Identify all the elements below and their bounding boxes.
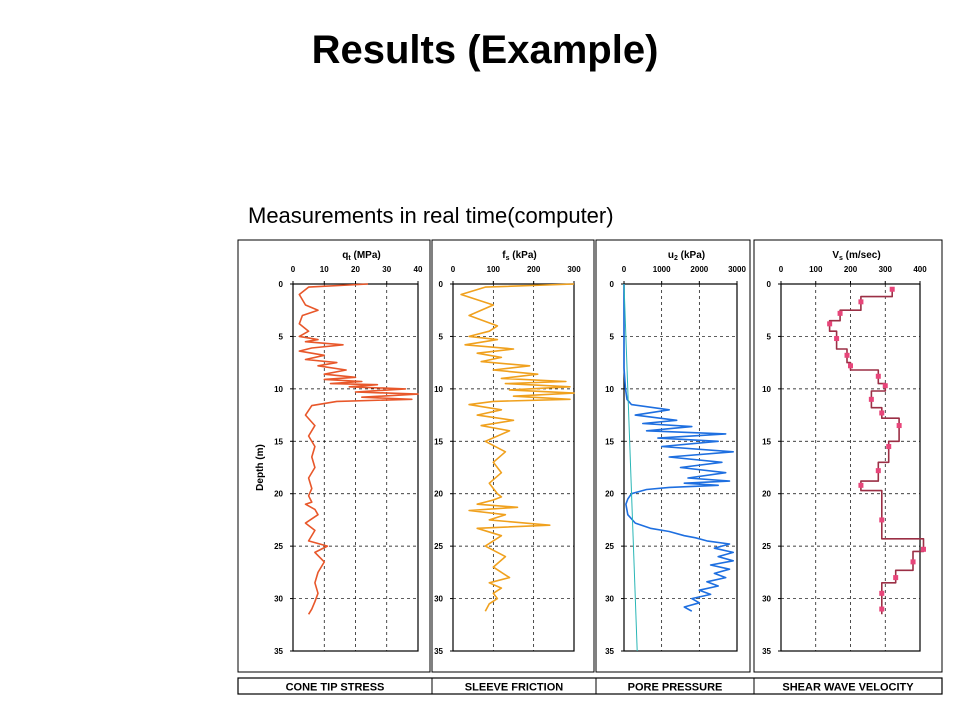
series-marker [879,410,885,416]
series-line-u2 [623,284,734,612]
slide-title: Results (Example) [311,28,659,72]
chart-panel-2: 0 100 200 300 0 5 10 15 20 25 30 35 fs (kPa) [434,250,581,656]
x-tick-label: 400 [913,265,927,274]
y-tick-label: 20 [274,490,283,499]
series-marker [848,363,853,369]
x-axis-title: Vs (m/sec) [832,250,880,262]
footer-label: CONE TIP STRESS [286,682,385,694]
series-marker [834,336,840,342]
y-tick-label: 20 [762,490,771,499]
footer-bar [237,677,943,695]
panel-frame-2 [431,239,595,673]
series-line-u0 [623,283,638,652]
y-tick-label: 25 [762,542,771,551]
y-axis-label: Depth (m) [255,444,266,491]
x-tick-label: 30 [382,265,391,274]
x-tick-label: 0 [291,265,296,274]
y-tick-label: 25 [274,542,283,551]
y-tick-label: 10 [762,385,771,394]
x-tick-label: 100 [809,265,823,274]
x-tick-label: 2000 [690,265,708,274]
series-marker [858,299,864,305]
y-tick-label: 25 [434,542,443,551]
y-tick-label: 5 [610,332,615,341]
series-marker [879,590,885,596]
footer-label: SHEAR WAVE VELOCITY [782,682,914,694]
y-tick-label: 0 [279,280,284,289]
x-tick-label: 100 [487,265,501,274]
x-tick-label: 40 [414,265,423,274]
y-tick-label: 0 [610,280,615,289]
panel-frame-1 [237,239,431,673]
series-marker [889,286,895,292]
x-tick-label: 0 [451,265,456,274]
series-marker [910,559,916,565]
x-tick-label: 10 [320,265,329,274]
x-tick-label: 20 [351,265,360,274]
plot-area [452,283,575,652]
y-tick-label: 20 [434,490,443,499]
x-axis-title: qt (MPa) [342,250,380,262]
series-marker [920,546,926,552]
series-marker [886,444,892,450]
x-tick-label: 0 [779,265,784,274]
series-marker [844,352,850,358]
series-marker [875,468,881,474]
y-tick-label: 30 [274,595,283,604]
chart-panel-3: 0 1000 2000 3000 0 5 10 15 20 25 30 35 u2 (kPa) [605,250,746,656]
x-tick-label: 3000 [728,265,746,274]
plot-area [623,283,738,652]
series-marker [868,396,874,402]
series-marker [827,321,833,327]
chart-panel-4: 0 100 200 300 400 0 5 10 15 20 25 30 35 Vs (m/sec) [762,250,927,656]
y-tick-label: 15 [605,437,614,446]
series-marker [882,383,888,389]
y-tick-label: 35 [762,647,771,656]
x-tick-label: 0 [622,265,627,274]
footer-label: PORE PRESSURE [628,682,723,694]
y-tick-label: 30 [434,595,443,604]
slide-subtitle: Measurements in real time(computer) [248,203,614,228]
panel-frame-3 [595,239,751,673]
y-tick-label: 10 [274,385,283,394]
y-tick-label: 10 [605,385,614,394]
y-tick-label: 15 [434,437,443,446]
y-tick-label: 15 [274,437,283,446]
series-marker [875,373,881,379]
series-line-qt [298,283,419,615]
y-tick-label: 35 [434,647,443,656]
y-tick-label: 0 [767,280,772,289]
y-tick-label: 5 [279,332,284,341]
y-tick-label: 35 [274,647,283,656]
series-marker [879,606,885,612]
chart-panel-1: 0 10 20 30 40 0 5 10 15 20 25 30 35 qt (MPa) Depth (m) [255,250,423,656]
y-tick-label: 25 [605,542,614,551]
series-marker [837,310,843,316]
series-marker [893,575,899,581]
y-tick-label: 5 [767,332,772,341]
x-tick-label: 300 [567,265,581,274]
y-tick-label: 20 [605,490,614,499]
x-tick-label: 200 [844,265,858,274]
y-tick-label: 0 [439,280,444,289]
series-line-fs [460,283,575,612]
x-axis-title: fs (kPa) [502,250,536,262]
y-tick-label: 5 [439,332,444,341]
y-tick-label: 35 [605,647,614,656]
series-line-vs_line [828,289,925,615]
x-tick-label: 200 [527,265,541,274]
series-marker [896,423,902,429]
y-tick-label: 30 [762,595,771,604]
x-tick-label: 1000 [653,265,671,274]
x-tick-label: 300 [879,265,893,274]
series-marker [879,517,885,523]
footer-label: SLEEVE FRICTION [465,682,563,694]
y-tick-label: 30 [605,595,614,604]
y-tick-label: 10 [434,385,443,394]
y-tick-label: 15 [762,437,771,446]
x-axis-title: u2 (kPa) [668,250,705,262]
series-marker [858,482,864,488]
panel-frame-4 [753,239,943,673]
